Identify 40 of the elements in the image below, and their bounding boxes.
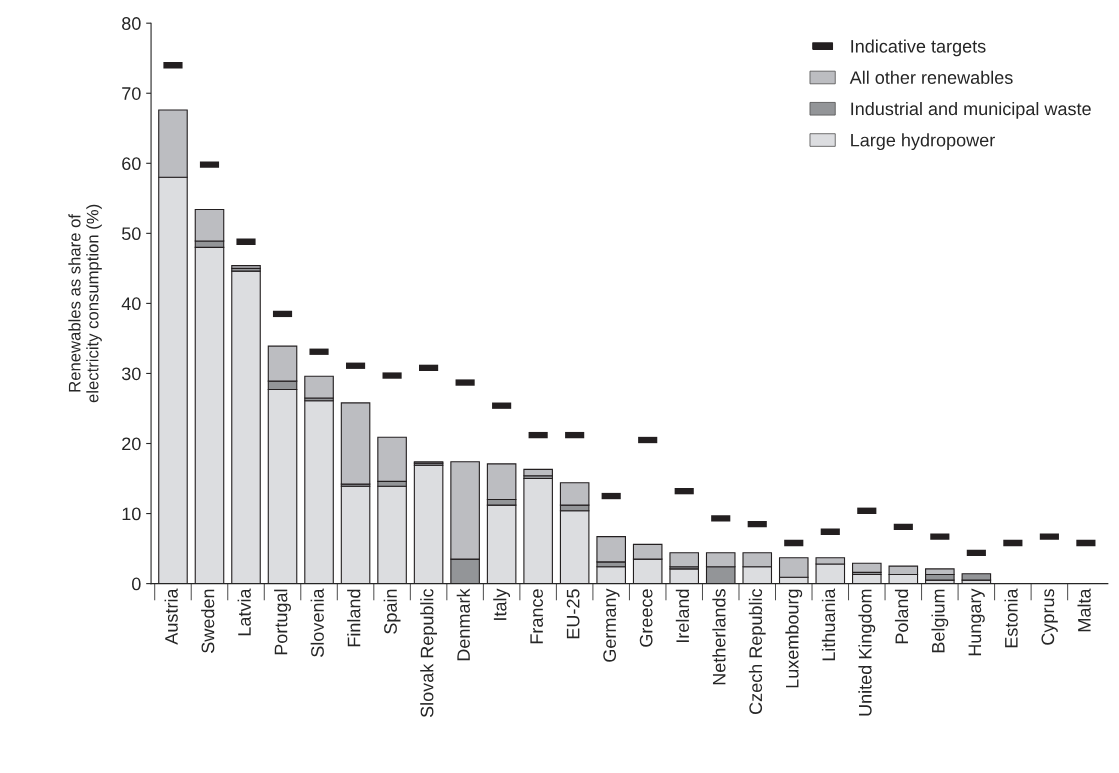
x-tick-label: Belgium — [931, 589, 949, 653]
x-tick-label: Portugal — [274, 589, 291, 655]
x-tick-label: Italy — [493, 588, 511, 620]
y-tick-label: 40 — [121, 297, 141, 311]
x-tick-label: Hungary — [968, 588, 985, 656]
x-tick-label: Spain — [383, 589, 401, 634]
x-tick-label: Cyprus — [1041, 589, 1058, 645]
x-tick-label: Denmark — [456, 588, 470, 661]
x-tick-label: Ireland — [675, 589, 690, 643]
x-tick-label: Poland — [894, 589, 909, 644]
x-tick-label: Lithuania — [821, 588, 836, 661]
x-tick-label: Slovak Republic — [420, 588, 438, 718]
y-tick-label: 50 — [121, 227, 141, 241]
y-tick-label: 30 — [121, 367, 141, 381]
y-tick-label: 60 — [122, 157, 141, 171]
legend-label: Indicative targets — [851, 39, 986, 57]
y-tick-label: 10 — [122, 507, 141, 521]
x-tick-label: EU-25 — [566, 589, 580, 639]
x-tick-label: Estonia — [1004, 588, 1018, 648]
x-tick-label: Greece — [639, 589, 653, 647]
x-tick-label: Malta — [1077, 588, 1091, 632]
x-tick-label: Finland — [347, 589, 361, 647]
x-tick-label: Austria — [164, 588, 178, 645]
y-tick-label: 70 — [122, 87, 141, 100]
legend-label: Industrial and municipal waste — [851, 101, 1091, 119]
x-tick-label: Sweden — [201, 589, 215, 653]
x-tick-label: Czech Republic — [748, 588, 766, 714]
x-tick-label: United Kingdom — [858, 589, 876, 716]
x-tick-label: Latvia — [237, 588, 251, 636]
x-tick-label: Slovenia — [310, 588, 324, 657]
y-axis-title: Renewables as share of electricity consumption (%) — [68, 204, 102, 403]
x-tick-label: Netherlands — [712, 589, 726, 685]
y-tick-label: 0 — [132, 577, 141, 591]
x-tick-label: France — [530, 589, 543, 644]
y-tick-label: 20 — [122, 437, 141, 451]
x-tick-label: Germany — [603, 588, 620, 662]
legend-label: Large hydropower — [851, 133, 995, 151]
y-tick-label: 80 — [122, 17, 141, 30]
x-tick-label: Luxembourg — [785, 589, 803, 688]
legend-label: All other renewables — [849, 70, 1013, 84]
